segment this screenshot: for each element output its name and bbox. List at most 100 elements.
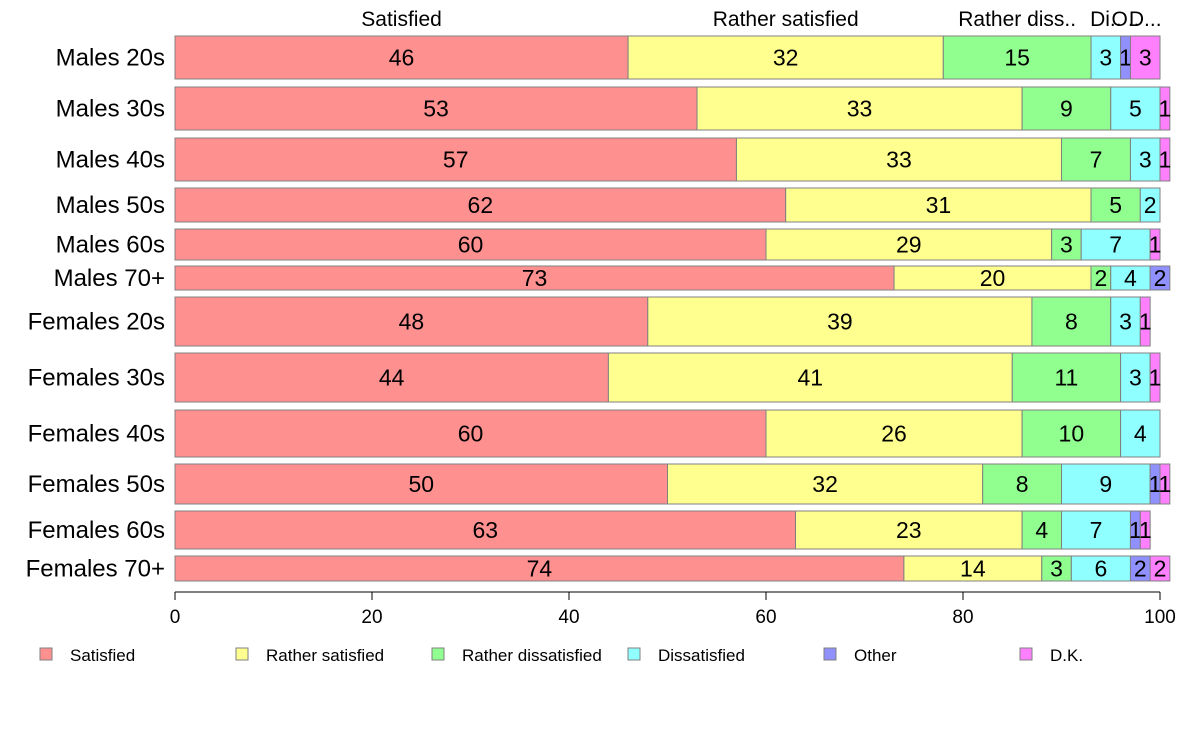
legend-label-dissatisfied: Dissatisfied — [658, 646, 745, 665]
data-label: 2 — [1154, 556, 1167, 582]
top-label-d-k: D... — [1129, 8, 1162, 31]
data-label: 48 — [399, 309, 425, 335]
data-label: 63 — [472, 517, 498, 543]
x-axis: 0 20 40 60 80 100 — [170, 591, 1176, 628]
data-label: 44 — [379, 365, 405, 391]
data-label: 1 — [1139, 309, 1152, 335]
row-label-females-30s: Females 30s — [28, 365, 165, 392]
data-label: 26 — [881, 421, 907, 447]
data-label: 5 — [1129, 96, 1142, 122]
bar-segment-d-k — [1159, 86, 1171, 131]
bar-segment-rather-dissatisfied — [1061, 137, 1131, 182]
bar-segment-satisfied — [174, 187, 787, 223]
bar-segment-rather-satisfied — [785, 187, 1092, 223]
data-label: 3 — [1139, 147, 1152, 173]
bar-segment-rather-dissatisfied — [942, 35, 1092, 80]
bar-segment-dissatisfied — [1110, 296, 1141, 347]
bar-segment-satisfied — [174, 352, 609, 403]
row-labels: Males 20s Males 30s Males 40s Males 50s Male… — [26, 45, 165, 583]
data-label: 5 — [1109, 192, 1122, 218]
data-label: 74 — [527, 556, 553, 582]
data-label: 1 — [1149, 471, 1162, 497]
bar-segment-other — [1149, 265, 1171, 291]
x-tick-label: 80 — [952, 607, 973, 628]
bar-segment-d-k — [1139, 510, 1151, 550]
data-label: 4 — [1124, 265, 1137, 291]
legend-label-satisfied: Satisfied — [70, 646, 135, 665]
bar-segment-rather-dissatisfied — [1021, 409, 1122, 458]
legend-label-d-k: D.K. — [1050, 646, 1083, 665]
x-tick-label: 60 — [755, 607, 776, 628]
data-label: 1 — [1159, 147, 1172, 173]
bar-segment-satisfied — [174, 463, 668, 505]
data-label: 14 — [960, 556, 986, 582]
data-label: 4 — [1035, 517, 1048, 543]
bar-segment-rather-satisfied — [735, 137, 1062, 182]
legend-label-other: Other — [854, 646, 897, 665]
bar-segment-rather-satisfied — [765, 409, 1023, 458]
bar-segment-d-k — [1139, 296, 1151, 347]
bar-segment-rather-dissatisfied — [1011, 352, 1122, 403]
data-label: 32 — [773, 45, 799, 71]
data-label: 15 — [1004, 45, 1030, 71]
bar-segment-dissatisfied — [1061, 510, 1131, 550]
bar-segment-satisfied — [174, 510, 797, 550]
bar-segment-satisfied — [174, 35, 629, 80]
row-label-males-70: Males 70+ — [54, 265, 165, 292]
bars: 46 32 15 3 1 353 33 9 5 157 33 7 3 162 31 5 260 29 3 7 173 20… — [174, 35, 1172, 582]
bar-segment-rather-satisfied — [795, 510, 1023, 550]
data-label: 60 — [458, 421, 484, 447]
data-label: 2 — [1095, 265, 1108, 291]
row-label-females-50s: Females 50s — [28, 471, 165, 498]
data-label: 60 — [458, 232, 484, 258]
data-label: 3 — [1129, 365, 1142, 391]
data-label: 1 — [1129, 517, 1142, 543]
data-label: 20 — [980, 265, 1006, 291]
legend: Satisfied Rather satisfied Rather dissatis… — [39, 646, 1083, 665]
bar-segment-dissatisfied — [1120, 352, 1151, 403]
legend-swatch-d-k — [1019, 647, 1033, 661]
bar-segment-rather-satisfied — [765, 228, 1053, 261]
data-label: 1 — [1159, 471, 1172, 497]
data-label: 9 — [1099, 471, 1112, 497]
legend-swatch-satisfied — [39, 647, 53, 661]
row-label-females-40s: Females 40s — [28, 421, 165, 448]
data-label: 6 — [1095, 556, 1108, 582]
bar-segment-dissatisfied — [1110, 265, 1151, 291]
bar-segment-rather-dissatisfied — [982, 463, 1063, 505]
data-label: 33 — [886, 147, 912, 173]
data-label: 3 — [1099, 45, 1112, 71]
x-tick-label: 40 — [558, 607, 579, 628]
row-label-males-60s: Males 60s — [56, 232, 165, 259]
top-label-rather-satisfied: Rather satisfied — [713, 8, 859, 31]
data-label: 41 — [798, 365, 824, 391]
legend-swatch-rather-satisfied — [235, 647, 249, 661]
data-label: 2 — [1154, 265, 1167, 291]
bar-segment-d-k — [1159, 463, 1171, 505]
bar-segment-rather-dissatisfied — [1021, 86, 1112, 131]
bar-segment-rather-dissatisfied — [1051, 228, 1082, 261]
data-label: 4 — [1134, 421, 1147, 447]
bar-segment-d-k — [1129, 35, 1161, 80]
data-label: 2 — [1134, 556, 1147, 582]
data-label: 3 — [1139, 45, 1152, 71]
data-label: 2 — [1144, 192, 1157, 218]
row-label-females-70: Females 70+ — [26, 556, 165, 583]
data-label: 7 — [1090, 517, 1103, 543]
row-label-males-30s: Males 30s — [56, 96, 165, 123]
top-label-dissatisfied: Di.. — [1090, 8, 1122, 31]
bar-segment-satisfied — [174, 228, 767, 261]
top-label-satisfied: Satisfied — [361, 8, 442, 31]
bar-segment-satisfied — [174, 137, 737, 182]
bar-segment-satisfied — [174, 296, 649, 347]
x-tick-label: 0 — [170, 607, 181, 628]
bar-segment-rather-dissatisfied — [1021, 510, 1062, 550]
data-label: 3 — [1119, 309, 1132, 335]
row-label-males-50s: Males 50s — [56, 192, 165, 219]
data-label: 50 — [408, 471, 434, 497]
row-label-females-60s: Females 60s — [28, 517, 165, 544]
legend-swatch-dissatisfied — [627, 647, 641, 661]
bar-segment-dissatisfied — [1139, 187, 1161, 223]
legend-swatch-other — [823, 647, 837, 661]
